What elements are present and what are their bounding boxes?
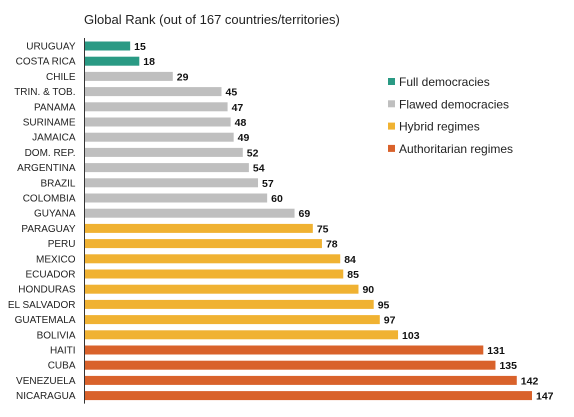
category-label: BOLIVIA <box>37 330 76 341</box>
bar <box>84 193 268 203</box>
category-label: GUYANA <box>34 209 76 220</box>
bar <box>84 163 249 173</box>
bar <box>84 71 173 81</box>
bar <box>84 360 496 370</box>
bar <box>84 239 322 249</box>
bar <box>84 223 313 233</box>
category-label: URUGUAY <box>26 42 76 53</box>
data-label: 57 <box>262 178 274 190</box>
data-label: 84 <box>344 254 356 266</box>
category-label: PANAMA <box>34 102 76 113</box>
bar <box>84 87 222 97</box>
data-label: 142 <box>521 375 539 387</box>
data-label: 29 <box>177 71 189 83</box>
category-label: NICARAGUA <box>16 391 76 402</box>
bar <box>84 391 532 401</box>
legend-swatch <box>388 144 395 152</box>
data-label: 48 <box>235 117 247 129</box>
bar <box>84 178 259 188</box>
chart-title: Global Rank (out of 167 countries/territ… <box>84 12 340 27</box>
category-label: COSTA RICA <box>16 57 76 68</box>
legend-swatch <box>388 122 395 130</box>
data-label: 69 <box>299 208 311 220</box>
data-label: 131 <box>487 345 505 357</box>
data-label: 45 <box>225 87 237 99</box>
data-label: 52 <box>247 147 259 159</box>
category-label: COLOMBIA <box>23 194 76 205</box>
data-label: 18 <box>143 56 155 68</box>
category-label: SURINAME <box>23 118 76 129</box>
category-label: HONDURAS <box>18 285 76 296</box>
bar <box>84 254 341 264</box>
data-label: 103 <box>402 330 420 342</box>
category-label: ARGENTINA <box>17 163 76 174</box>
data-label: 47 <box>232 102 244 114</box>
data-label: 15 <box>134 41 146 53</box>
legend-label: Full democracies <box>399 75 490 89</box>
data-label: 95 <box>378 299 390 311</box>
category-label: TRIN. & TOB. <box>14 87 75 98</box>
legend-label: Hybrid regimes <box>399 120 480 134</box>
category-label: CUBA <box>48 361 76 372</box>
bar <box>84 299 374 309</box>
category-label: VENEZUELA <box>16 376 76 387</box>
data-label: 135 <box>499 360 517 372</box>
data-label: 90 <box>362 284 374 296</box>
bar <box>84 132 234 142</box>
legend-swatch <box>388 78 395 85</box>
category-label: PARAGUAY <box>21 224 75 235</box>
data-label: 54 <box>253 163 265 175</box>
data-label: 147 <box>536 391 554 403</box>
data-label: 85 <box>347 269 359 281</box>
category-label: ECUADOR <box>25 270 75 281</box>
data-label: 97 <box>384 315 396 327</box>
data-label: 49 <box>238 132 250 144</box>
bar <box>84 208 295 218</box>
data-label: 75 <box>317 223 329 235</box>
category-label: DOM. REP. <box>25 148 76 159</box>
category-label: MEXICO <box>36 254 76 265</box>
bar <box>84 330 399 340</box>
legend-label: Flawed democracies <box>399 97 509 111</box>
category-label: BRAZIL <box>40 178 75 189</box>
legend-label: Authoritarian regimes <box>399 142 513 156</box>
bar <box>84 269 344 279</box>
bar <box>84 345 484 355</box>
category-label: CHILE <box>46 72 76 83</box>
category-label: GUATEMALA <box>15 315 76 326</box>
bar <box>84 56 140 66</box>
data-label: 78 <box>326 239 338 251</box>
data-label: 60 <box>271 193 283 205</box>
bar <box>84 41 131 51</box>
bar <box>84 102 228 112</box>
bar <box>84 147 243 157</box>
bar <box>84 117 231 127</box>
category-label: JAMAICA <box>32 133 76 144</box>
category-label: HAITI <box>50 346 76 357</box>
legend-swatch <box>388 100 395 108</box>
bar <box>84 375 517 385</box>
category-label: EL SALVADOR <box>8 300 76 311</box>
category-label: PERU <box>48 239 76 250</box>
bar <box>84 284 359 294</box>
bar <box>84 315 380 325</box>
